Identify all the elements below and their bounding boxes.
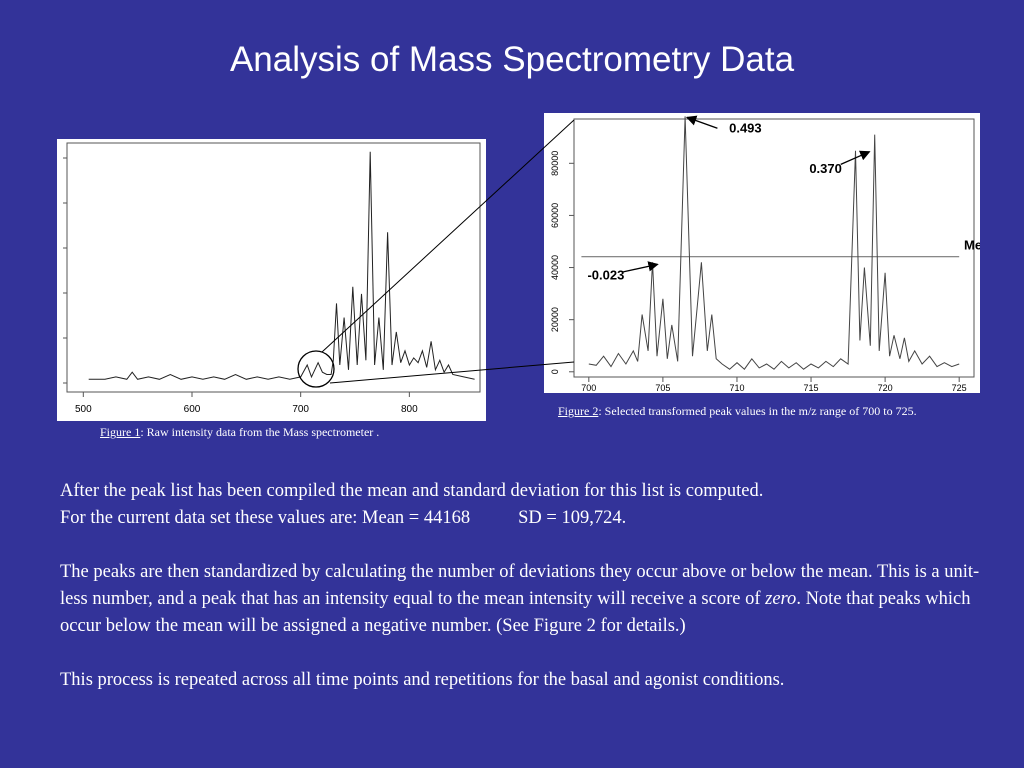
x-tick-label: 700 — [581, 383, 596, 393]
annotation-arrow — [623, 261, 659, 273]
paragraph-1: After the peak list has been compiled th… — [60, 478, 990, 532]
figure-1-caption: Figure 1: Raw intensity data from the Ma… — [100, 425, 379, 440]
spectrum-line — [88, 151, 475, 380]
figure-2-plot: 0 20000 40000 60000 80000 700 705 710 715 720 725 M… — [550, 115, 997, 393]
annotation-label: 0.493 — [729, 120, 762, 135]
paragraph-2-emphasis: zero — [765, 589, 797, 609]
figure-2-caption-text: : Selected transformed peak values in th… — [598, 404, 917, 418]
x-tick-label: 720 — [878, 383, 893, 393]
x-tick-label: 705 — [655, 383, 670, 393]
y-tick-label: 60000 — [550, 203, 560, 228]
annotation-arrow — [685, 115, 718, 129]
paragraph-1-line-2-sd: SD = 109,724. — [518, 508, 627, 528]
x-tick-label: 800 — [401, 404, 418, 415]
figure-1-caption-text: : Raw intensity data from the Mass spect… — [140, 425, 380, 439]
x-tick-label: 500 — [75, 404, 92, 415]
body-text: After the peak list has been compiled th… — [60, 478, 990, 721]
figure-1-plot: 500 600 700 800 — [63, 142, 481, 415]
y-tick-label: 40000 — [550, 255, 560, 280]
transformed-peak-line — [588, 116, 960, 370]
mean-label: Mean — [964, 238, 980, 253]
figure-2-caption-label: Figure 2 — [558, 404, 599, 418]
paragraph-2-text-a: The peaks are then standardized by calcu… — [60, 562, 980, 609]
figure-2-caption: Figure 2: Selected transformed peak valu… — [558, 404, 917, 419]
y-tick-label: 20000 — [550, 307, 560, 332]
paragraph-1-line-1: After the peak list has been compiled th… — [60, 481, 764, 501]
x-tick-label: 715 — [804, 383, 819, 393]
plot-frame — [573, 118, 975, 378]
annotation-arrow — [840, 150, 871, 165]
paragraph-2-text-b: . Note that peaks which occur below the … — [60, 589, 971, 636]
annotation-label: 0.370 — [809, 161, 842, 176]
paragraph-1-line-2-mean: For the current data set these values ar… — [60, 508, 471, 528]
plot-frame — [66, 142, 481, 393]
paragraph-3: This process is repeated across all time… — [60, 670, 785, 690]
x-tick-label: 725 — [952, 383, 967, 393]
x-tick-label: 700 — [292, 404, 309, 415]
figure-1-raw-spectrum: 500 600 700 800 — [57, 139, 486, 421]
y-tick-label: 0 — [550, 369, 560, 374]
x-tick-label: 710 — [729, 383, 744, 393]
figure-2-zoomed-peaks: 0 20000 40000 60000 80000 700 705 710 715 720 725 M… — [544, 113, 997, 393]
annotation-label: -0.023 — [587, 267, 624, 282]
paragraph-2: The peaks are then standardized by calcu… — [60, 559, 990, 640]
y-tick-label: 80000 — [550, 151, 560, 176]
x-tick-label: 600 — [184, 404, 201, 415]
figure-1-caption-label: Figure 1 — [100, 425, 141, 439]
slide-title: Analysis of Mass Spectrometry Data — [229, 40, 795, 79]
